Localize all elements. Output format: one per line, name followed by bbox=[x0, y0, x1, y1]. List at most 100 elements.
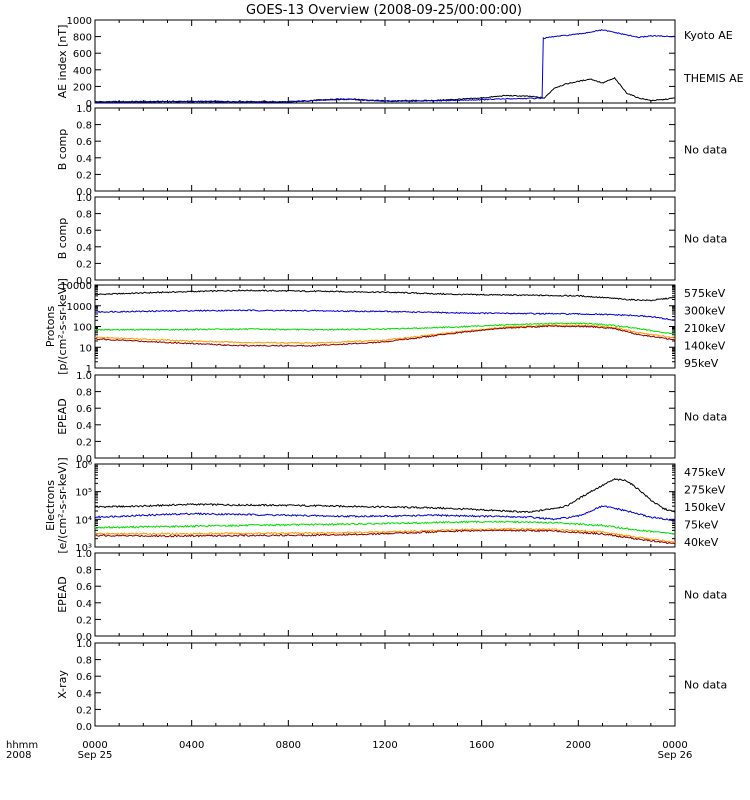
y-tick-label: 0.8 bbox=[76, 566, 92, 577]
y-tick-label: 0.0 bbox=[76, 187, 92, 198]
panel-electrons: 10³ 10⁴ 10⁵ 10⁶ Electrons [e/(cm²-s-sr-keV)] 4… bbox=[44, 457, 726, 554]
no-data-label: No data bbox=[684, 233, 727, 246]
panel-epead2: 0.0 0.2 0.4 0.6 0.8 1.0 EPEAD No data bbox=[56, 549, 727, 643]
y-tick-label: 0.0 bbox=[76, 632, 92, 643]
y-axis-label: Electrons bbox=[44, 480, 57, 531]
series-line-95kev bbox=[94, 289, 676, 302]
y-tick-label: 0.6 bbox=[76, 137, 92, 148]
x-tick-date-label: Sep 25 bbox=[78, 750, 113, 761]
panel-bcomp2: 0.0 0.2 0.4 0.6 0.8 1.0 B comp No data bbox=[56, 193, 727, 287]
y-tick-label: 1000 bbox=[67, 302, 92, 313]
y-tick-label: 0.8 bbox=[76, 388, 92, 399]
no-data-label: No data bbox=[684, 679, 727, 692]
y-tick-label: 0.4 bbox=[76, 599, 92, 610]
y-tick-label: 600 bbox=[73, 49, 92, 60]
legend-entry: 275keV bbox=[684, 484, 726, 497]
panel-epead1: 0.0 0.2 0.4 0.6 0.8 1.0 EPEAD No data bbox=[56, 371, 727, 465]
panel-xray: 0.0 0.2 0.4 0.6 0.8 1.0 X-ray No data bbox=[56, 639, 727, 733]
y-tick-label: 1.0 bbox=[76, 639, 92, 650]
y-tick-label: 0.0 bbox=[76, 454, 92, 465]
series-line-150kev bbox=[94, 520, 676, 535]
no-data-label: No data bbox=[684, 411, 727, 424]
y-axis-label: Protons bbox=[44, 306, 57, 347]
legend-entry: 95keV bbox=[684, 357, 719, 370]
y-tick-label: 0.2 bbox=[76, 705, 92, 716]
series-line-40kev bbox=[94, 478, 676, 514]
x-tick-date-label: Sep 26 bbox=[658, 750, 693, 761]
y-tick-label: 10⁶ bbox=[75, 460, 92, 471]
legend-entry: 210keV bbox=[684, 322, 726, 335]
y-tick-label: 1.0 bbox=[76, 549, 92, 560]
no-data-label: No data bbox=[684, 589, 727, 602]
y-tick-label: 0.2 bbox=[76, 170, 92, 181]
y-axis-label: B comp bbox=[56, 218, 69, 260]
series-line-140kev bbox=[94, 309, 676, 321]
y-tick-label: 1 bbox=[86, 364, 92, 375]
y-axis-label: EPEAD bbox=[56, 576, 69, 613]
y-tick-label: 100 bbox=[73, 323, 92, 334]
y-tick-label: 10 bbox=[79, 343, 92, 354]
y-tick-label: 0.0 bbox=[76, 276, 92, 287]
x-tick-label: 0400 bbox=[179, 740, 204, 751]
panel-frame bbox=[94, 463, 676, 548]
y-tick-label: 400 bbox=[73, 66, 92, 77]
y-axis-label: X-ray bbox=[56, 670, 69, 699]
y-tick-label: 0.6 bbox=[76, 672, 92, 683]
legend-entry: 40keV bbox=[684, 536, 719, 549]
x-tick-label: 0000 bbox=[82, 740, 107, 751]
panel-bcomp1: 0.0 0.2 0.4 0.6 0.8 1.0 B comp No data bbox=[56, 104, 727, 198]
panel-frame bbox=[94, 374, 676, 459]
y-tick-label: 0.6 bbox=[76, 404, 92, 415]
series-line-575kev bbox=[94, 325, 676, 347]
panel-frame bbox=[94, 642, 676, 727]
panel-frame bbox=[94, 107, 676, 192]
y-tick-label: 0.6 bbox=[76, 226, 92, 237]
series-line-75kev bbox=[94, 505, 676, 522]
y-tick-label: 0.8 bbox=[76, 210, 92, 221]
y-tick-label: 0.4 bbox=[76, 243, 92, 254]
y-tick-label: 10⁵ bbox=[75, 488, 92, 499]
y-tick-label: 0 bbox=[86, 99, 92, 110]
time-axis-row2-label: 2008 bbox=[6, 750, 31, 761]
chart-title: GOES-13 Overview (2008-09-25/00:00:00) bbox=[246, 3, 522, 18]
x-tick-label: 2000 bbox=[566, 740, 591, 751]
y-axis-label: EPEAD bbox=[56, 398, 69, 435]
series-line-300kev bbox=[94, 324, 676, 345]
legend-entry: 475keV bbox=[684, 466, 726, 479]
legend-entry: 300keV bbox=[684, 305, 726, 318]
y-tick-label: 0.2 bbox=[76, 615, 92, 626]
x-tick-label: 1600 bbox=[469, 740, 494, 751]
y-axis-label-units: [e/(cm²-s-sr-keV)] bbox=[56, 457, 69, 553]
y-tick-label: 1.0 bbox=[76, 371, 92, 382]
y-tick-label: 0.2 bbox=[76, 437, 92, 448]
panel-frame bbox=[94, 552, 676, 637]
y-tick-label: 1.0 bbox=[76, 193, 92, 204]
y-tick-label: 10000 bbox=[60, 281, 92, 292]
y-tick-label: 200 bbox=[73, 82, 92, 93]
time-axis-row1-label: hhmm bbox=[6, 740, 38, 751]
x-tick-label: 0000 bbox=[662, 740, 687, 751]
y-axis-label-units: [p/(cm²-s-sr-keV)] bbox=[56, 278, 69, 375]
legend-entry: 575keV bbox=[684, 287, 726, 300]
y-tick-label: 0.4 bbox=[76, 421, 92, 432]
y-tick-label: 0.8 bbox=[76, 121, 92, 132]
y-tick-label: 1000 bbox=[67, 16, 92, 27]
y-tick-label: 10³ bbox=[75, 543, 92, 554]
panel-frame bbox=[94, 196, 676, 281]
y-tick-label: 0.8 bbox=[76, 656, 92, 667]
legend-entry: THEMIS AE bbox=[683, 72, 744, 85]
series-line-themis-ae bbox=[94, 29, 676, 104]
y-tick-label: 800 bbox=[73, 33, 92, 44]
y-tick-label: 1.0 bbox=[76, 104, 92, 115]
no-data-label: No data bbox=[684, 144, 727, 157]
series-line-210kev bbox=[94, 322, 676, 335]
y-axis-label: B comp bbox=[56, 129, 69, 171]
panel-protons: 1 10 100 1000 10000 Protons [p/(cm²-s-sr-keV)]… bbox=[44, 278, 726, 375]
y-tick-label: 0.4 bbox=[76, 689, 92, 700]
y-tick-label: 0.2 bbox=[76, 259, 92, 270]
legend-entry: Kyoto AE bbox=[684, 29, 733, 42]
